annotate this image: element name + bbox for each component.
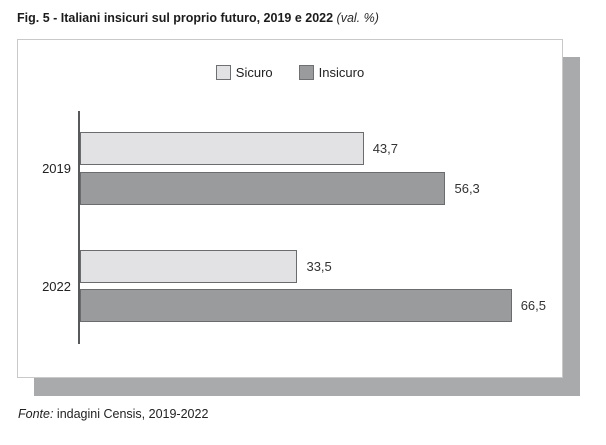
figure-title-unit: (val. %) <box>333 11 379 25</box>
category-label-2022: 2022 <box>42 279 71 294</box>
figure-title: Fig. 5 - Italiani insicuri sul proprio f… <box>17 11 379 25</box>
legend-label-insicuro: Insicuro <box>318 65 365 80</box>
plot-area: 43,7 56,3 33,5 66,5 <box>80 111 563 344</box>
legend-swatch-insicuro <box>298 65 314 80</box>
legend-item-sicuro: Sicuro <box>215 65 273 80</box>
category-label-2019: 2019 <box>42 161 71 176</box>
figure-title-text: Fig. 5 - Italiani insicuri sul proprio f… <box>17 11 334 25</box>
legend-item-insicuro: Insicuro <box>298 65 365 80</box>
legend-label-sicuro: Sicuro <box>235 65 273 80</box>
legend: Sicuro Insicuro <box>18 65 562 80</box>
source-note-prefix: Fonte: <box>18 407 54 421</box>
bar-row-2019-sicuro: 43,7 <box>80 131 563 165</box>
value-label-2019-insicuro: 56,3 <box>454 180 480 196</box>
bar-2019-sicuro <box>80 131 364 165</box>
value-label-2022-sicuro: 33,5 <box>306 258 332 274</box>
value-label-2019-sicuro: 43,7 <box>372 140 398 156</box>
bar-2022-insicuro <box>80 288 512 322</box>
value-label-2022-insicuro: 66,5 <box>520 297 547 313</box>
bar-row-2019-insicuro: 56,3 <box>80 171 563 205</box>
legend-swatch-sicuro <box>215 65 231 80</box>
bar-row-2022-insicuro: 66,5 <box>80 288 563 322</box>
source-note: Fonte: indagini Censis, 2019-2022 <box>18 407 208 421</box>
bar-2019-insicuro <box>80 171 446 205</box>
source-note-text: indagini Censis, 2019-2022 <box>53 407 209 421</box>
chart-area: Sicuro Insicuro 2019 2022 43,7 56,3 33,5 <box>17 39 563 378</box>
y-axis-line <box>78 111 80 344</box>
bar-row-2022-sicuro: 33,5 <box>80 249 563 283</box>
bar-2022-sicuro <box>80 249 298 283</box>
